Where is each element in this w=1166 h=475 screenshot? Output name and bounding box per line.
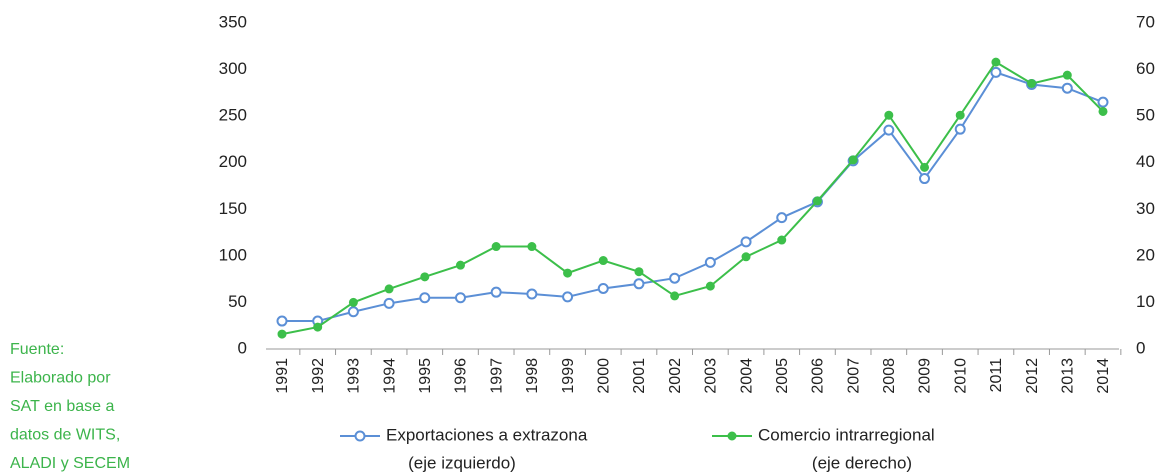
- source-line: ALADI y SECEM: [10, 455, 130, 472]
- source-line: SAT en base a: [10, 398, 114, 415]
- legend-marker: [354, 430, 366, 442]
- x-tick-label: 1995: [417, 358, 434, 394]
- point: [1027, 79, 1037, 89]
- point: [419, 292, 431, 304]
- point: [884, 110, 894, 120]
- legend-marker: [727, 431, 737, 441]
- point: [669, 272, 681, 284]
- x-tick-label: 1998: [524, 358, 541, 394]
- x-tick-label: 2013: [1060, 358, 1077, 394]
- point: [563, 268, 573, 278]
- point: [955, 110, 965, 120]
- series-line: [281, 60, 1104, 336]
- source-line: datos de WITS,: [10, 427, 120, 444]
- x-tick-label: 2009: [917, 358, 934, 394]
- point: [491, 242, 501, 252]
- point: [705, 281, 715, 291]
- point: [704, 256, 716, 268]
- legend-label: Comercio intrarregional: [758, 425, 935, 444]
- x-tick-label: 1991: [274, 358, 291, 394]
- point: [919, 173, 931, 185]
- x-tick-label: 2004: [738, 358, 755, 394]
- point: [920, 162, 930, 172]
- point: [526, 288, 538, 300]
- point: [991, 57, 1001, 67]
- point: [848, 155, 858, 165]
- y-tick-label: 350: [219, 12, 247, 31]
- x-tick-label: 2012: [1024, 358, 1041, 394]
- point: [1097, 96, 1109, 108]
- x-tick-label: 2010: [952, 358, 969, 394]
- legend-note: (eje derecho): [812, 453, 912, 472]
- point: [348, 297, 358, 307]
- point: [562, 291, 574, 303]
- y2-tick-label: 50: [1136, 106, 1155, 125]
- point: [1062, 70, 1072, 80]
- y-tick-label: 100: [219, 245, 247, 264]
- point: [670, 291, 680, 301]
- x-tick-label: 2008: [881, 358, 898, 394]
- point: [883, 124, 895, 136]
- source-line: Fuente:: [10, 341, 64, 358]
- y2-tick-label: 20: [1136, 245, 1155, 264]
- point: [384, 284, 394, 294]
- y-tick-label: 250: [219, 106, 247, 125]
- y2-tick-label: 60: [1136, 59, 1155, 78]
- legend-label: Exportaciones a extrazona: [386, 425, 588, 444]
- x-tick-label: 2000: [595, 358, 612, 394]
- point: [347, 306, 359, 318]
- y2-tick-label: 70: [1136, 12, 1155, 31]
- point: [954, 123, 966, 135]
- x-tick-label: 2006: [810, 358, 827, 394]
- y2-tick-label: 0: [1136, 338, 1145, 357]
- point: [598, 256, 608, 266]
- series-line: [282, 71, 1104, 323]
- point: [277, 329, 287, 339]
- x-tick-label: 1994: [381, 358, 398, 394]
- point: [455, 260, 465, 270]
- point: [812, 196, 822, 206]
- point: [420, 272, 430, 282]
- y-tick-label: 0: [238, 338, 247, 357]
- y-tick-label: 150: [219, 199, 247, 218]
- point: [597, 282, 609, 294]
- x-tick-label: 1992: [310, 358, 327, 394]
- point: [313, 322, 323, 332]
- point: [777, 235, 787, 245]
- x-tick-label: 2014: [1095, 358, 1112, 394]
- point: [633, 278, 645, 290]
- point: [1061, 82, 1073, 94]
- x-tick-label: 1993: [346, 358, 363, 394]
- point: [1098, 106, 1108, 116]
- y-tick-label: 300: [219, 59, 247, 78]
- point: [490, 286, 502, 298]
- legend-note: (eje izquierdo): [408, 453, 516, 472]
- point: [634, 267, 644, 277]
- x-tick-label: 2002: [667, 358, 684, 394]
- x-tick-label: 1999: [560, 358, 577, 394]
- y-tick-label: 200: [219, 152, 247, 171]
- y2-tick-label: 30: [1136, 199, 1155, 218]
- x-tick-label: 2003: [703, 358, 720, 394]
- point: [383, 297, 395, 309]
- x-tick-label: 2005: [774, 358, 791, 394]
- point: [454, 292, 466, 304]
- y2-tick-label: 40: [1136, 152, 1155, 171]
- point: [741, 252, 751, 262]
- y2-tick-label: 10: [1136, 292, 1155, 311]
- point: [776, 212, 788, 224]
- point: [990, 66, 1002, 78]
- x-tick-label: 2007: [845, 358, 862, 394]
- y-tick-label: 50: [228, 292, 247, 311]
- x-tick-label: 1997: [488, 358, 505, 394]
- point: [527, 242, 537, 252]
- source-line: Elaborado por: [10, 370, 111, 387]
- point: [276, 315, 288, 327]
- point: [740, 236, 752, 248]
- x-tick-label: 1996: [453, 358, 470, 394]
- x-tick-label: 2001: [631, 358, 648, 394]
- x-tick-label: 2011: [988, 358, 1005, 393]
